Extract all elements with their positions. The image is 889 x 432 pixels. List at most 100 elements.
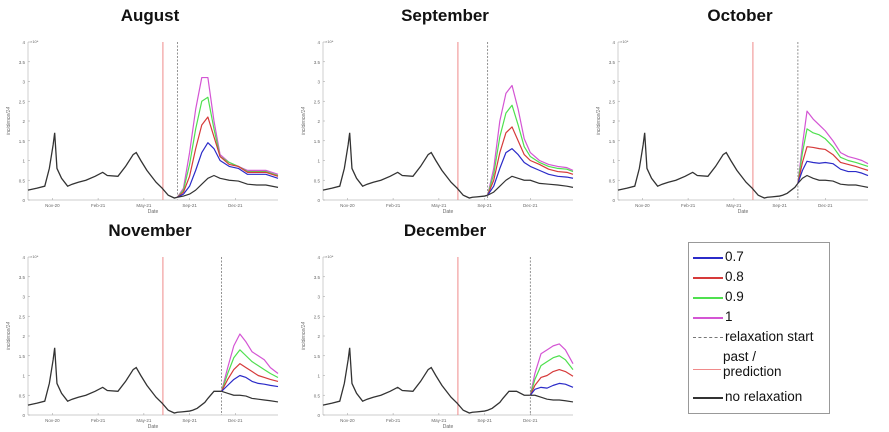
legend-label: 0.7 [725,249,744,264]
panel-title: September [401,6,489,25]
y-multiplier: ×10⁴ [30,39,39,44]
series-line-0.7 [221,374,279,392]
series-line-0.8 [177,116,279,198]
legend-swatch [693,277,723,279]
x-tick-label: Sep-21 [477,418,492,423]
y-tick-label: 3.5 [314,275,321,280]
legend-item-relaxation-start: relaxation start [693,329,814,344]
series-line-0.9 [176,96,279,198]
y-tick-label: 3.5 [609,60,616,65]
series-line-0.7 [529,382,574,396]
y-tick-label: 4 [22,255,25,260]
legend-label: 0.8 [725,269,744,284]
y-multiplier: ×10⁴ [620,39,629,44]
y-tick-label: 1.5 [19,139,26,144]
series-line-0.9 [529,355,574,396]
y-axis-label: incidence/14 [596,107,602,135]
y-tick-label: 3 [22,295,25,300]
x-axis-label: Date [443,209,454,215]
series-line-no-relaxation [221,390,279,403]
y-tick-label: 2.5 [19,314,26,319]
panel-plot: 0 0.5 1 1.5 2 2.5 3 3.5 4 ×10⁴ Nov-20 Feb-21 May-21 S… [301,39,574,215]
y-tick-label: 3.5 [19,60,26,65]
legend-swatch [693,397,723,399]
y-tick-label: 1 [612,159,615,164]
series-line-no-relaxation [177,174,279,198]
y-tick-label: 3.5 [314,60,321,65]
y-tick-label: 4 [612,40,615,45]
y-tick-label: 0 [22,413,25,418]
series-line-no-relaxation [797,174,869,188]
legend-item-0.7: 0.7 [693,249,744,264]
y-tick-label: 3 [22,80,25,85]
panel-title: October [707,6,773,25]
series-line-1 [176,76,279,198]
y-tick-label: 2 [317,119,320,124]
panel-plot: 0 0.5 1 1.5 2 2.5 3 3.5 4 ×10⁴ Nov-20 Feb-21 May-21 S… [301,254,574,430]
y-tick-label: 0.5 [609,178,616,183]
series-line-0.8 [221,363,279,392]
series-line-0.8 [487,126,574,196]
y-axis-label: incidence/14 [6,322,12,350]
panel-november: November 0 0.5 1 1.5 2 2.5 3 3.5 4 ×10⁴ Nov-20 Feb-2… [0,215,295,430]
legend-swatch [693,337,723,338]
x-tick-label: May-21 [431,203,447,208]
x-tick-label: May-21 [431,418,447,423]
y-tick-label: 1.5 [609,139,616,144]
legend-item-past-prediction: past / prediction [693,349,793,379]
series-line-0.8 [797,146,869,184]
series-line-0.9 [797,128,869,184]
y-multiplier: ×10⁴ [30,254,39,259]
y-tick-label: 2 [22,119,25,124]
series-line-0.7 [797,160,869,184]
y-tick-label: 4 [317,255,320,260]
x-tick-label: Sep-21 [182,203,197,208]
y-tick-label: 2.5 [314,314,321,319]
panel-title: December [403,221,487,240]
y-tick-label: 0.5 [19,178,26,183]
y-tick-label: 3.5 [19,275,26,280]
panel-plot: 0 0.5 1 1.5 2 2.5 3 3.5 4 ×10⁴ Nov-20 Feb-21 May-21 S… [596,39,869,215]
series-line-no-relaxation [487,175,574,196]
series-line-0.8 [529,368,574,396]
y-tick-label: 2 [317,334,320,339]
panel-plot: 0 0.5 1 1.5 2 2.5 3 3.5 4 ×10⁴ Nov-20 Feb-21 May-21 S… [6,254,279,430]
x-tick-label: Feb-21 [386,203,401,208]
x-axis-label: Date [738,209,749,215]
x-tick-label: Dec-21 [818,203,833,208]
legend-swatch [693,297,723,299]
panel-title: November [108,221,192,240]
x-tick-label: Feb-21 [91,418,106,423]
legend-item-1: 1 [693,309,733,324]
y-tick-label: 0.5 [314,178,321,183]
x-tick-label: Feb-21 [91,203,106,208]
legend-label: no relaxation [725,389,803,404]
series-line-1 [487,84,574,196]
x-tick-label: Nov-20 [45,203,60,208]
y-tick-label: 0.5 [314,393,321,398]
history-line [27,132,178,199]
panel-plot: 0 0.5 1 1.5 2 2.5 3 3.5 4 ×10⁴ Nov-20 Feb-21 May-21 S… [6,39,279,215]
legend: 0.7 0.8 0.9 1 relaxation start past / pr… [688,242,830,414]
legend-label: 1 [725,309,733,324]
panel-october: October 0 0.5 1 1.5 2 2.5 3 3.5 4 ×10⁴ Nov-20 Feb-21… [590,0,885,215]
y-tick-label: 0 [317,413,320,418]
x-tick-label: Nov-20 [45,418,60,423]
x-tick-label: Nov-20 [340,418,355,423]
history-line [617,132,799,199]
y-tick-label: 1 [22,159,25,164]
series-line-1 [221,333,279,392]
panel-august: August 0 0.5 1 1.5 2 2.5 3 3.5 4 ×10⁴ Nov-20 Feb-21 M… [0,0,295,215]
y-tick-label: 1 [317,374,320,379]
y-tick-label: 0.5 [19,393,26,398]
y-tick-label: 1.5 [314,354,321,359]
x-axis-label: Date [148,209,159,215]
series-line-0.9 [221,349,279,392]
legend-swatch [693,257,723,259]
legend-label: relaxation start [725,329,814,344]
series-line-0.7 [177,142,279,198]
y-tick-label: 1.5 [19,354,26,359]
x-tick-label: May-21 [136,203,152,208]
legend-swatch [693,369,721,370]
series-line-1 [797,110,869,184]
